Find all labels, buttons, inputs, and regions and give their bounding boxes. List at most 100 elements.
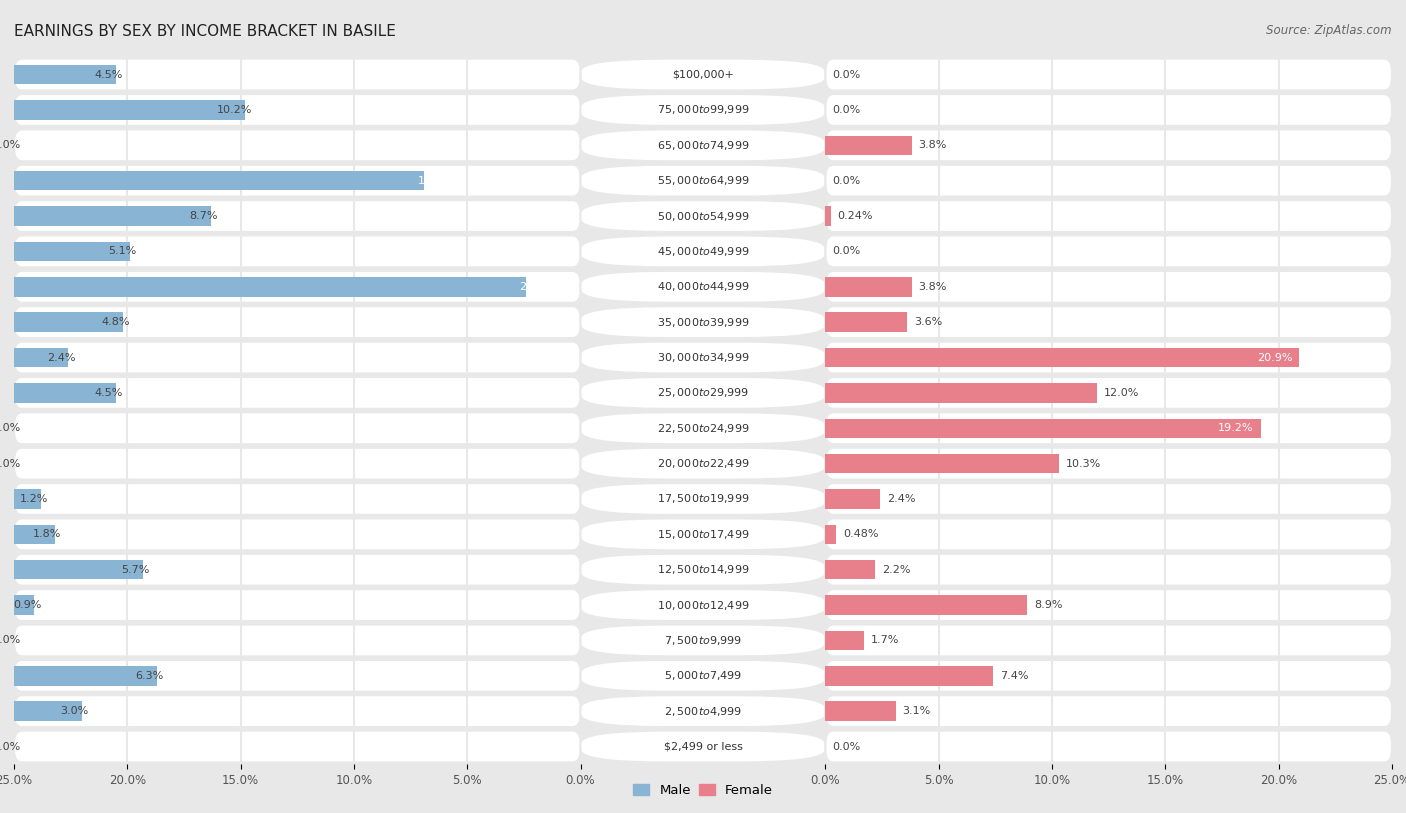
Text: 4.8%: 4.8% — [101, 317, 129, 327]
Text: 19.2%: 19.2% — [1218, 424, 1254, 433]
Bar — [14, 312, 122, 332]
FancyBboxPatch shape — [14, 731, 581, 763]
FancyBboxPatch shape — [581, 271, 825, 302]
Text: $10,000 to $12,499: $10,000 to $12,499 — [657, 598, 749, 611]
Text: $40,000 to $44,999: $40,000 to $44,999 — [657, 280, 749, 293]
FancyBboxPatch shape — [581, 624, 825, 656]
Text: 8.7%: 8.7% — [190, 211, 218, 221]
Text: $25,000 to $29,999: $25,000 to $29,999 — [657, 386, 749, 399]
Text: 0.9%: 0.9% — [13, 600, 41, 610]
FancyBboxPatch shape — [14, 129, 581, 161]
Text: $75,000 to $99,999: $75,000 to $99,999 — [657, 103, 749, 116]
Bar — [14, 560, 143, 580]
FancyBboxPatch shape — [14, 377, 581, 409]
Text: 20.9%: 20.9% — [1257, 353, 1292, 363]
Bar — [14, 100, 245, 120]
FancyBboxPatch shape — [581, 731, 825, 763]
FancyBboxPatch shape — [825, 519, 1392, 550]
Text: 0.0%: 0.0% — [832, 70, 860, 80]
Legend: Male, Female: Male, Female — [627, 779, 779, 802]
FancyBboxPatch shape — [14, 448, 581, 480]
FancyBboxPatch shape — [581, 236, 825, 267]
Bar — [825, 312, 907, 332]
FancyBboxPatch shape — [14, 660, 581, 692]
Bar — [825, 489, 880, 509]
Bar — [14, 241, 129, 261]
FancyBboxPatch shape — [825, 483, 1392, 515]
Text: 2.4%: 2.4% — [887, 494, 915, 504]
Text: 1.8%: 1.8% — [34, 529, 62, 539]
Text: 0.0%: 0.0% — [0, 636, 21, 646]
Text: $2,499 or less: $2,499 or less — [664, 741, 742, 751]
FancyBboxPatch shape — [825, 412, 1392, 444]
Bar — [825, 631, 865, 650]
Text: 12.0%: 12.0% — [1104, 388, 1139, 398]
Bar — [825, 207, 831, 226]
Text: 0.0%: 0.0% — [0, 424, 21, 433]
Text: 0.0%: 0.0% — [832, 176, 860, 185]
FancyBboxPatch shape — [825, 554, 1392, 585]
FancyBboxPatch shape — [825, 695, 1392, 727]
Text: 5.1%: 5.1% — [108, 246, 136, 256]
Bar — [825, 136, 911, 155]
Text: $55,000 to $64,999: $55,000 to $64,999 — [657, 174, 749, 187]
Bar — [14, 65, 117, 85]
FancyBboxPatch shape — [14, 483, 581, 515]
Text: $2,500 to $4,999: $2,500 to $4,999 — [664, 705, 742, 718]
Text: $15,000 to $17,499: $15,000 to $17,499 — [657, 528, 749, 541]
FancyBboxPatch shape — [14, 59, 581, 90]
FancyBboxPatch shape — [581, 519, 825, 550]
Text: 22.6%: 22.6% — [519, 282, 555, 292]
Text: 3.8%: 3.8% — [918, 282, 946, 292]
FancyBboxPatch shape — [14, 519, 581, 550]
FancyBboxPatch shape — [581, 165, 825, 197]
Text: $35,000 to $39,999: $35,000 to $39,999 — [657, 315, 749, 328]
FancyBboxPatch shape — [825, 200, 1392, 232]
Text: 0.0%: 0.0% — [0, 141, 21, 150]
Text: 0.0%: 0.0% — [832, 246, 860, 256]
Text: 4.5%: 4.5% — [94, 388, 122, 398]
Bar — [14, 595, 35, 615]
Text: Source: ZipAtlas.com: Source: ZipAtlas.com — [1267, 24, 1392, 37]
Text: 0.0%: 0.0% — [0, 459, 21, 468]
Text: 0.0%: 0.0% — [0, 741, 21, 751]
Text: 10.2%: 10.2% — [217, 105, 252, 115]
Text: 0.24%: 0.24% — [838, 211, 873, 221]
FancyBboxPatch shape — [825, 94, 1392, 126]
Text: 5.7%: 5.7% — [122, 565, 150, 575]
Text: 2.2%: 2.2% — [882, 565, 911, 575]
Text: 3.0%: 3.0% — [60, 706, 89, 716]
FancyBboxPatch shape — [825, 448, 1392, 480]
Bar — [825, 383, 1097, 402]
Bar — [14, 702, 82, 721]
FancyBboxPatch shape — [825, 341, 1392, 373]
FancyBboxPatch shape — [825, 660, 1392, 692]
Bar — [825, 702, 896, 721]
FancyBboxPatch shape — [581, 589, 825, 621]
Text: EARNINGS BY SEX BY INCOME BRACKET IN BASILE: EARNINGS BY SEX BY INCOME BRACKET IN BAS… — [14, 24, 396, 39]
FancyBboxPatch shape — [825, 59, 1392, 90]
Bar — [14, 171, 425, 190]
FancyBboxPatch shape — [581, 94, 825, 126]
Text: 0.0%: 0.0% — [832, 741, 860, 751]
Bar — [14, 489, 41, 509]
Bar — [825, 277, 911, 297]
FancyBboxPatch shape — [581, 554, 825, 585]
FancyBboxPatch shape — [825, 731, 1392, 763]
FancyBboxPatch shape — [581, 307, 825, 338]
FancyBboxPatch shape — [14, 554, 581, 585]
Bar — [825, 666, 993, 685]
Text: $100,000+: $100,000+ — [672, 70, 734, 80]
Text: 1.2%: 1.2% — [20, 494, 48, 504]
Text: 18.1%: 18.1% — [418, 176, 453, 185]
Text: 6.3%: 6.3% — [135, 671, 163, 680]
Text: $50,000 to $54,999: $50,000 to $54,999 — [657, 210, 749, 223]
Bar — [14, 666, 157, 685]
Text: 1.7%: 1.7% — [870, 636, 900, 646]
FancyBboxPatch shape — [581, 448, 825, 480]
FancyBboxPatch shape — [825, 165, 1392, 197]
Text: 3.6%: 3.6% — [914, 317, 942, 327]
FancyBboxPatch shape — [825, 589, 1392, 621]
FancyBboxPatch shape — [14, 341, 581, 373]
FancyBboxPatch shape — [825, 129, 1392, 161]
